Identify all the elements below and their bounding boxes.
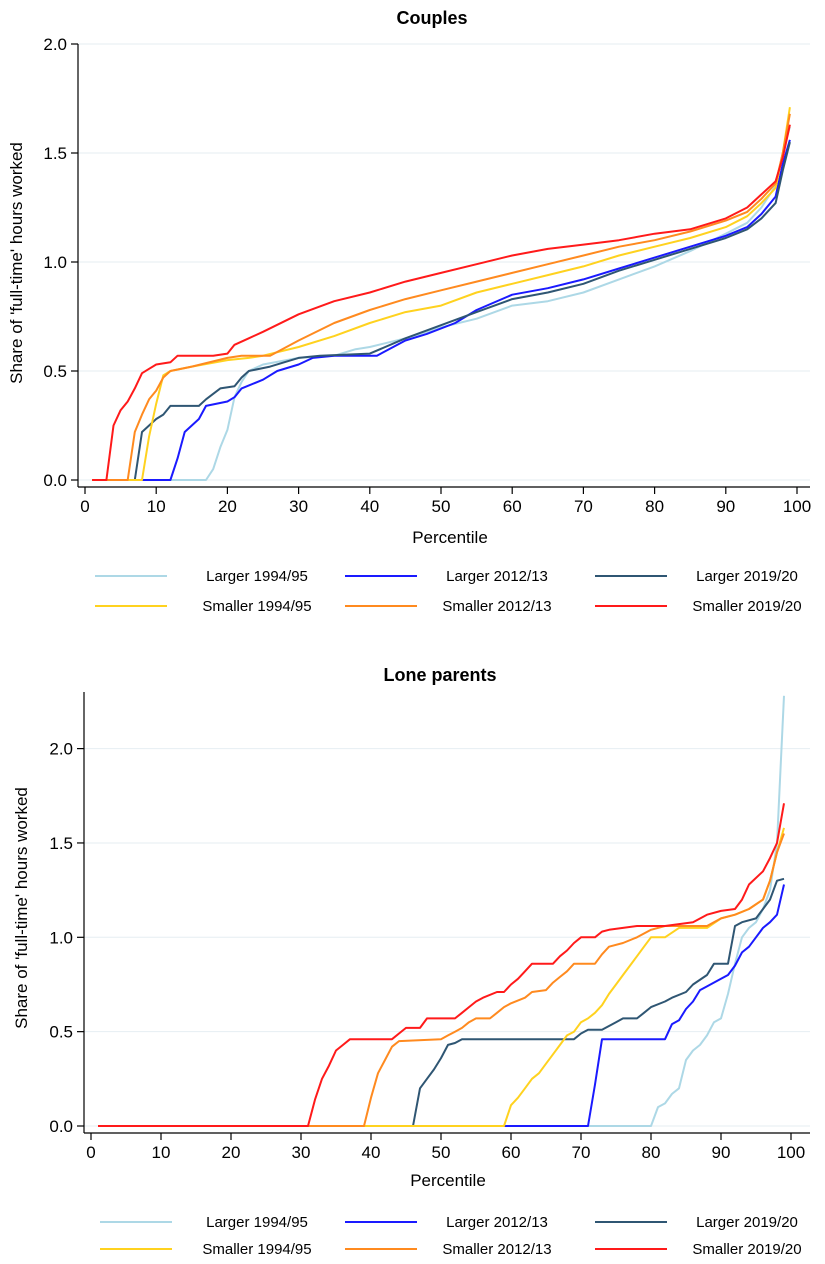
y-tick-label: 0.0	[43, 471, 67, 490]
legend: Larger 1994/95 Larger 2012/13 Larger 2019/…	[95, 568, 802, 615]
series-line	[98, 695, 785, 1127]
x-tick-label: 90	[716, 497, 735, 516]
y-tick-label: 2.0	[49, 740, 73, 759]
legend-label: Larger 2012/13	[446, 568, 548, 585]
y-tick-label: 1.0	[43, 253, 67, 272]
x-tick-label: 10	[152, 1143, 171, 1162]
legend-label: Smaller 1994/95	[202, 1241, 311, 1258]
series-line	[92, 141, 791, 481]
series-line	[92, 139, 791, 481]
y-tick-label: 0.0	[49, 1117, 73, 1136]
y-tick-label: 0.5	[49, 1023, 73, 1042]
series-line	[92, 124, 791, 481]
series-line	[98, 884, 785, 1127]
legend-label: Larger 2012/13	[446, 1214, 548, 1231]
x-tick-label: 70	[572, 1143, 591, 1162]
legend-label: Smaller 2019/20	[692, 1241, 801, 1258]
chart-lone-parents: Lone parents Share of 'full-time' hours …	[12, 665, 810, 1258]
y-tick-label: 1.5	[43, 144, 67, 163]
legend-label: Smaller 2019/20	[692, 598, 801, 615]
legend-label: Larger 2019/20	[696, 568, 798, 585]
series-line	[98, 833, 785, 1127]
chart-title: Couples	[396, 8, 467, 28]
legend-label: Larger 1994/95	[206, 1214, 308, 1231]
y-axis-label: Share of 'full-time' hours worked	[12, 787, 31, 1029]
legend-label: Smaller 2012/13	[442, 598, 551, 615]
x-tick-label: 50	[432, 1143, 451, 1162]
y-tick-label: 1.0	[49, 928, 73, 947]
y-tick-label: 0.5	[43, 362, 67, 381]
series-line	[98, 803, 785, 1127]
x-tick-label: 0	[86, 1143, 95, 1162]
x-tick-label: 90	[712, 1143, 731, 1162]
x-tick-label: 0	[80, 497, 89, 516]
plot-area: 0.0 0.5 1.0 1.5 2.0 0 10 20 30 40 50 60 70 80 90 100	[49, 692, 810, 1162]
x-tick-label: 10	[147, 497, 166, 516]
plot-area: 0.0 0.5 1.0 1.5 2.0 0 10 20 30 40 50 60 70 80 90 100	[43, 35, 811, 516]
x-tick-label: 60	[502, 1143, 521, 1162]
x-tick-label: 60	[503, 497, 522, 516]
x-tick-label: 40	[360, 497, 379, 516]
x-tick-label: 100	[783, 497, 811, 516]
chart-title: Lone parents	[383, 665, 496, 685]
x-tick-label: 70	[574, 497, 593, 516]
series-line	[98, 877, 785, 1127]
x-tick-label: 40	[362, 1143, 381, 1162]
legend-label: Smaller 1994/95	[202, 598, 311, 615]
legend: Larger 1994/95 Larger 2012/13 Larger 2019/…	[100, 1214, 802, 1258]
legend-label: Larger 2019/20	[696, 1214, 798, 1231]
y-axis-label: Share of 'full-time' hours worked	[7, 142, 26, 384]
legend-label: Larger 1994/95	[206, 568, 308, 585]
x-tick-label: 30	[292, 1143, 311, 1162]
y-tick-label: 2.0	[43, 35, 67, 54]
x-tick-label: 80	[645, 497, 664, 516]
legend-label: Smaller 2012/13	[442, 1241, 551, 1258]
y-tick-label: 1.5	[49, 834, 73, 853]
x-tick-label: 50	[432, 497, 451, 516]
x-tick-label: 100	[777, 1143, 805, 1162]
x-tick-label: 30	[289, 497, 308, 516]
x-tick-label: 80	[642, 1143, 661, 1162]
series-line	[92, 113, 791, 481]
x-tick-label: 20	[218, 497, 237, 516]
series-line	[92, 126, 791, 481]
chart-couples: Couples Share of 'full-time' hours worke…	[7, 8, 811, 615]
x-axis-label: Percentile	[412, 528, 488, 547]
x-tick-label: 20	[222, 1143, 241, 1162]
series-line	[92, 107, 791, 481]
x-axis-label: Percentile	[410, 1171, 486, 1190]
